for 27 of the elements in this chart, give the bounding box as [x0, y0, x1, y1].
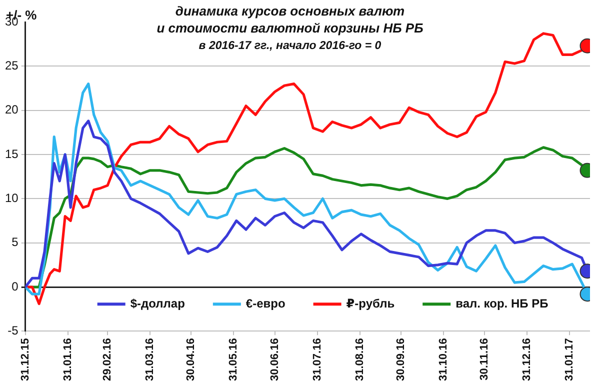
x-tick-label: 31.08.16 [354, 338, 366, 382]
y-tick-label: 25 [4, 58, 19, 72]
chart-title: динамика курсов основных валют и стоимости валютной корзины НБ РБ [156, 4, 424, 36]
y-tick-label: 10 [4, 190, 19, 205]
legend-label: $-доллар [130, 296, 185, 310]
x-tick-label: 31.12.15 [19, 338, 32, 382]
x-tick-label: 30.09.16 [394, 338, 407, 382]
legend-label: €-евро [246, 296, 286, 310]
x-tick-label: 31.12.16 [520, 338, 533, 382]
x-tick-label: 31.03.16 [144, 338, 156, 382]
x-tick-label: 29.02.16 [102, 338, 114, 382]
x-tick-label: 31.10.16 [437, 338, 450, 382]
x-tick-label: 31.05.16 [228, 338, 240, 382]
y-tick-label: 15 [4, 146, 19, 161]
x-tick-label: 30.06.16 [268, 338, 281, 382]
x-tick-label: 31.01.16 [62, 338, 74, 382]
y-tick-label: 0 [12, 279, 19, 294]
x-tick-label: 30.11.16 [478, 338, 490, 380]
y-tick-label: 5 [12, 235, 19, 250]
y-tick-label: -5 [8, 323, 19, 338]
legend-label: ₽-рубль [346, 296, 395, 310]
legend-label: вал. кор. НБ РБ [456, 296, 549, 310]
y-tick-label: 20 [4, 102, 19, 117]
x-tick-label: 31.07.16 [311, 338, 324, 382]
x-tick-label: 30.04.16 [185, 338, 198, 382]
text: в 2016-17 гг., начало 2016-го = 0 [198, 40, 382, 52]
x-tick-label: 31.01.17 [563, 338, 576, 382]
